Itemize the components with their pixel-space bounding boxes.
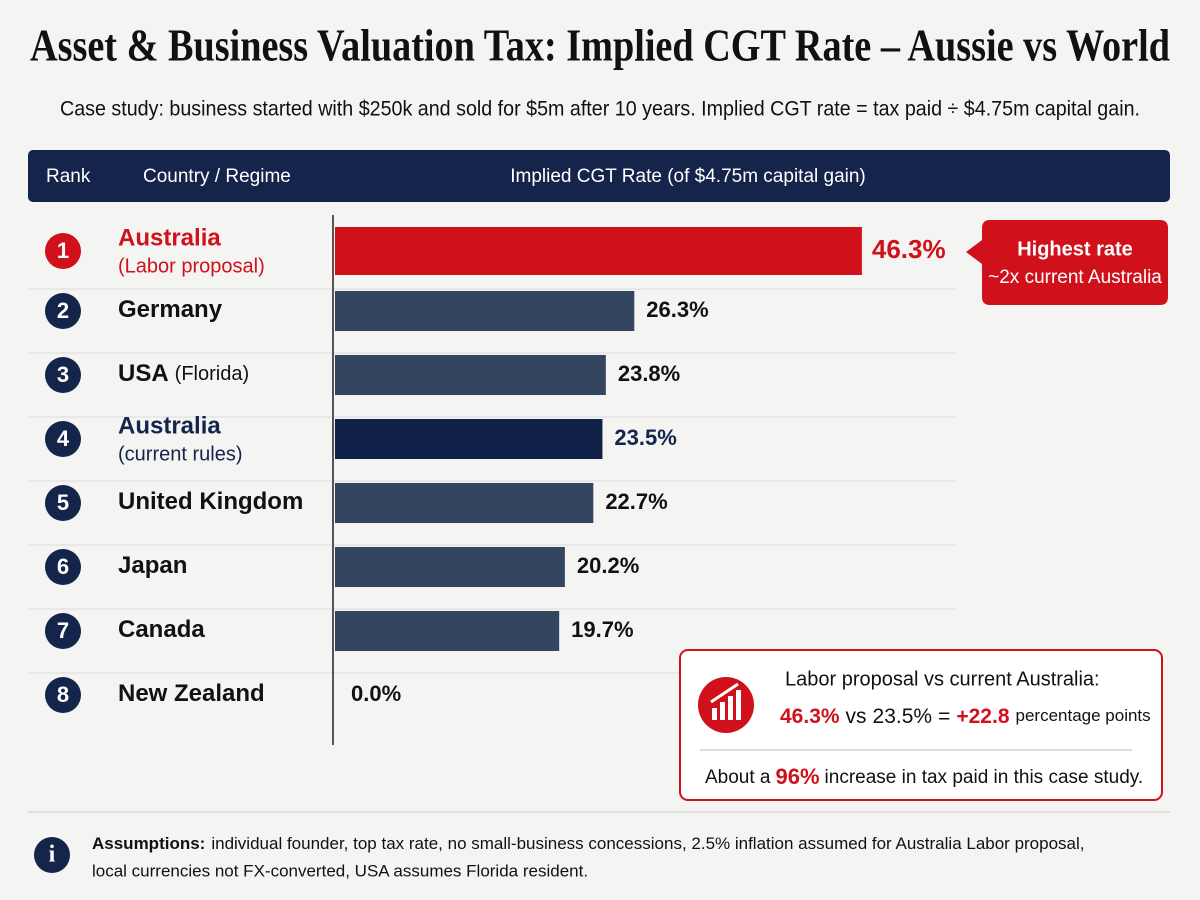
category-name: United Kingdom bbox=[118, 488, 303, 515]
rank: 2 bbox=[57, 298, 69, 323]
category-label: Japan bbox=[118, 552, 187, 579]
rank-badge bbox=[45, 421, 81, 457]
header-cell: Implied CGT Rate (of $4.75m capital gain… bbox=[510, 166, 866, 187]
rank: 7 bbox=[57, 618, 69, 643]
footnote-text: individual founder, top tax rate, no sma… bbox=[211, 834, 1084, 853]
info-icon-glyph: i bbox=[49, 842, 56, 868]
bar bbox=[335, 547, 565, 587]
value-label: 22.7% bbox=[605, 489, 667, 514]
comparison-part: +22.8 bbox=[956, 705, 1009, 728]
chart-title: Asset & Business Valuation Tax: Implied … bbox=[30, 20, 1170, 71]
category-name: Canada bbox=[118, 616, 205, 643]
category-label: Australia bbox=[118, 224, 221, 251]
category-sublabel: (Labor proposal) bbox=[118, 255, 265, 277]
value-label: 19.7% bbox=[571, 617, 633, 642]
category-label: Germany bbox=[118, 296, 223, 323]
footnote-text: local currencies not FX-converted, USA a… bbox=[92, 861, 588, 880]
rank: 8 bbox=[57, 682, 69, 707]
comparison-part: percentage points bbox=[1016, 706, 1151, 725]
value-label: 23.5% bbox=[614, 425, 676, 450]
category-sublabel: (Florida) bbox=[175, 363, 249, 385]
growth-icon-arrow bbox=[710, 682, 739, 704]
comparison-box bbox=[679, 649, 1163, 801]
bar bbox=[335, 291, 635, 331]
comparison-line: 46.3% vs 23.5% = +22.8 percentage points bbox=[780, 705, 1151, 728]
category-name: New Zealand bbox=[118, 680, 265, 707]
info-icon bbox=[34, 837, 70, 873]
category-label: United Kingdom bbox=[118, 488, 303, 515]
rank-badge bbox=[45, 677, 81, 713]
table-header bbox=[28, 150, 1170, 202]
comparison-part: vs bbox=[846, 705, 867, 728]
category-sublabel: (current rules) bbox=[118, 443, 242, 465]
category-label: Australia bbox=[118, 412, 221, 439]
footnote-label: Assumptions: bbox=[92, 834, 205, 853]
rank: 6 bbox=[57, 554, 69, 579]
callout-text: ~2x current Australia bbox=[988, 267, 1162, 288]
bar bbox=[335, 419, 603, 459]
growth-icon-bars bbox=[712, 690, 741, 720]
increase-part: 96% bbox=[776, 764, 820, 789]
callout-title: Highest rate bbox=[1017, 238, 1133, 260]
bar bbox=[335, 355, 606, 395]
bar bbox=[335, 611, 560, 651]
value-label: 46.3% bbox=[872, 234, 946, 264]
bar bbox=[335, 227, 862, 275]
header-cell: Rank bbox=[46, 166, 91, 187]
subtitle: Case study: business started with $250k … bbox=[60, 98, 1140, 121]
rank-badge bbox=[45, 357, 81, 393]
footnote-line: Assumptions: individual founder, top tax … bbox=[92, 834, 1085, 853]
category-name: USA bbox=[118, 360, 169, 387]
category-name: Japan bbox=[118, 552, 187, 579]
category-label: New Zealand bbox=[118, 680, 265, 707]
increase-part: About a bbox=[705, 767, 771, 788]
rank-badge bbox=[45, 613, 81, 649]
rank-badge bbox=[45, 549, 81, 585]
value-label: 26.3% bbox=[646, 297, 708, 322]
increase-line: About a 96% increase in tax paid in this c… bbox=[705, 764, 1143, 789]
rank: 5 bbox=[57, 490, 69, 515]
comparison-heading: Labor proposal vs current Australia: bbox=[785, 668, 1100, 690]
rank: 1 bbox=[57, 238, 69, 263]
category-label: USA (Florida) bbox=[118, 360, 249, 387]
comparison-part: = bbox=[938, 705, 950, 728]
increase-part: increase in tax paid in this case study. bbox=[825, 767, 1144, 788]
rank-badge bbox=[45, 293, 81, 329]
rank: 3 bbox=[57, 362, 69, 387]
header-cell: Country / Regime bbox=[143, 166, 291, 187]
category-name: Germany bbox=[118, 296, 223, 323]
rank-badge bbox=[45, 233, 81, 269]
comparison-part: 46.3% bbox=[780, 705, 840, 728]
growth-icon bbox=[698, 677, 754, 733]
value-label: 20.2% bbox=[577, 553, 639, 578]
callout-highest bbox=[966, 220, 1168, 305]
rows: 1 Australia (Labor proposal) 46.3% 2 Germany 2… bbox=[28, 224, 955, 713]
value-label: 23.8% bbox=[618, 361, 680, 386]
bar bbox=[335, 483, 594, 523]
rank: 4 bbox=[57, 426, 70, 451]
category-label: Canada bbox=[118, 616, 205, 643]
comparison-part: 23.5% bbox=[873, 705, 933, 728]
rank-badge bbox=[45, 485, 81, 521]
value-label: 0.0% bbox=[351, 681, 401, 706]
